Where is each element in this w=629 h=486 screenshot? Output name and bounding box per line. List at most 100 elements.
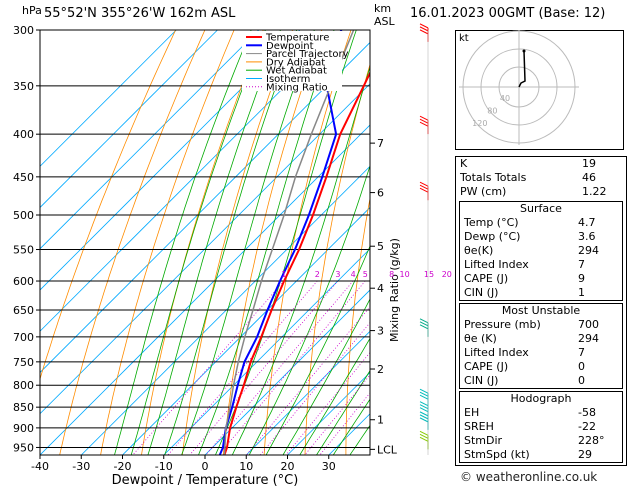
hodograph-label: SREH [464,420,494,433]
dry-adiabat-line [345,196,370,455]
surface-row: CAPE (J) 9 [460,272,622,286]
wind-barb-flag [419,407,429,413]
isotherm-line [40,30,342,332]
isotherm-line [40,124,370,455]
hodograph-ring-label: 80 [487,107,497,116]
dry-adiabat-line [100,30,235,455]
hodograph-ring-label: 40 [500,94,510,103]
surface-value: 7 [578,258,585,271]
index-value: 1.22 [582,185,607,198]
most-unstable-row: θe (K) 294 [460,332,622,346]
wind-barb-flag [419,324,429,330]
km-tick-label: 6 [377,187,384,200]
most-unstable-label: θe (K) [464,332,497,345]
mixing-ratio-axis-label: Mixing Ratio (g/kg) [388,238,401,342]
x-tick-label: -40 [31,460,49,473]
km-tick-label: 4 [377,282,384,295]
y-tick-label: 400 [13,128,34,141]
legend-label: Mixing Ratio [266,82,328,93]
isotherm-line [163,248,370,455]
wind-barb-flag [419,321,429,327]
wind-barb-flag [419,404,429,410]
most-unstable-label: CAPE (J) [464,360,509,373]
mixing-ratio-line [132,280,285,455]
wind-barb-flag [419,115,429,121]
wind-barb-flag [419,436,429,442]
footer-copyright[interactable]: © weatheronline.co.uk [460,470,598,484]
wind-barb-flag [419,388,429,394]
mixing-ratio-line [304,374,370,455]
legend-label: Dewpoint [266,41,314,52]
mixing-ratio-label: 2 [315,270,320,279]
isotherm-line [40,83,370,415]
wind-barb-flag [419,187,429,193]
hodograph-kt-label: kt [459,33,469,44]
wet-adiabat-line [299,337,370,455]
most-unstable-value: 7 [578,346,585,359]
datetime-title: 16.01.2023 00GMT (Base: 12) [410,6,606,21]
wind-barb-flag [419,414,429,420]
wind-barb-flag [419,417,429,423]
y-tick-label: 950 [13,441,34,454]
hodograph-endpoint [522,49,526,53]
x-tick-label: 10 [239,460,253,473]
surface-value: 3.6 [578,230,596,243]
isotherm-line [40,30,301,291]
wind-barb [419,115,429,135]
isotherm-line [287,371,370,455]
km-tick-label: 2 [377,363,384,376]
hodograph-label: StmDir [464,434,503,447]
wind-barb-flag [419,118,429,124]
wind-barb-flag [419,121,429,127]
legend-label: Isotherm [266,74,310,85]
wet-adiabat-line [181,30,315,455]
wet-adiabat-line [332,398,370,455]
mixing-ratio-label: 15 [424,270,434,279]
hodograph-value: 29 [578,448,592,461]
series-dewpoint [218,30,343,455]
hodograph-row: StmDir 228° [460,434,622,448]
dry-adiabat-line [304,63,370,455]
surface-label: CIN (J) [464,286,499,299]
wind-barb [419,181,429,201]
wind-barb-flag [419,394,429,400]
y-tick-label: 750 [13,356,34,369]
y-tick-label: 300 [13,24,34,37]
wind-barb-flag [419,184,429,190]
surface-value: 1 [578,286,585,299]
surface-row: Dewp (°C) 3.6 [460,230,622,244]
mixing-ratio-label: 1 [281,270,286,279]
most-unstable-label: Lifted Index [464,346,529,359]
hodograph-title: Hodograph [510,392,572,405]
most-unstable-value: 0 [578,360,585,373]
mixing-ratio-line [259,321,370,455]
mixing-ratio-label: 5 [363,270,368,279]
y-tick-label: 500 [13,209,34,222]
y-tick-label: 350 [13,80,34,93]
y-tick-label: 850 [13,401,34,414]
x-tick-label: 30 [322,460,336,473]
hodograph-label: EH [464,406,480,419]
indices-table: K 19 Totals Totals 46 PW (cm) 1.22 Surface Te… [455,156,627,466]
mixing-ratio-label: 20 [442,270,452,279]
surface-title: Surface [520,202,562,215]
km-tick-label: 7 [377,137,384,150]
surface-row: θe(K) 294 [460,244,622,258]
index-row: PW (cm) 1.22 [456,185,626,199]
km-tick-label: 5 [377,240,384,253]
wind-barb-flag [419,181,429,187]
hodograph-row: SREH -22 [460,420,622,434]
wind-barb-flag [419,401,429,407]
surface-value: 294 [578,244,599,257]
y-tick-label: 800 [13,379,34,392]
wind-barb [419,318,429,337]
most-unstable-row: Lifted Index 7 [460,346,622,360]
most-unstable-section: Most Unstable Pressure (mb) 700 θe (K) 294 L… [459,303,623,389]
x-tick-label: -30 [72,460,90,473]
most-unstable-label: CIN (J) [464,374,499,387]
surface-label: Dewp (°C) [464,230,521,243]
wet-adiabat-line [214,30,357,455]
